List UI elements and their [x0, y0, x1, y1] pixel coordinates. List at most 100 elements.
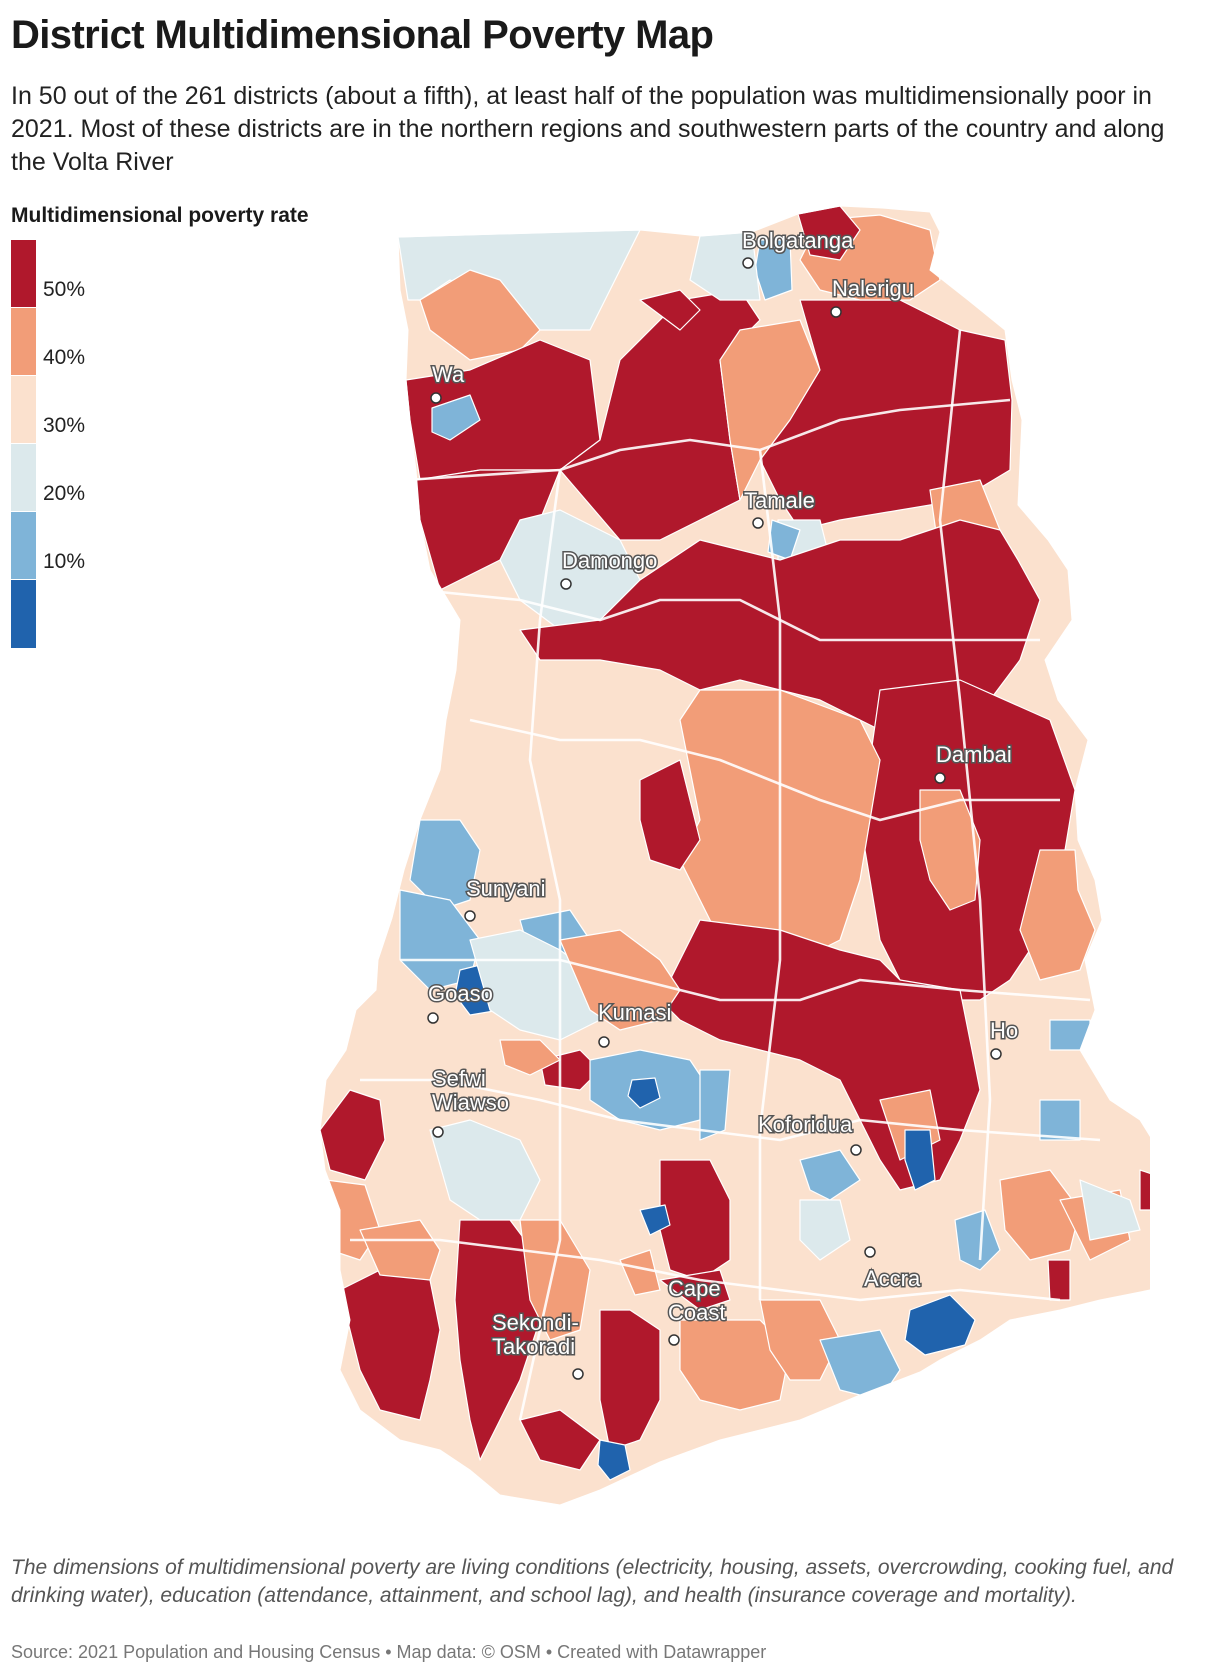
- city-dot: [752, 517, 764, 529]
- city-dot: [742, 257, 754, 269]
- footnote: The dimensions of multidimensional pover…: [11, 1556, 1174, 1607]
- region-boundary: [405, 398, 1011, 482]
- city-label: Coast: [668, 1300, 725, 1325]
- district-area: [1047, 1259, 1071, 1301]
- city-label: Kumasi: [598, 1000, 671, 1025]
- city-dot: [850, 1144, 862, 1156]
- legend-title: Multidimensional poverty rate: [11, 204, 309, 227]
- district-area: [619, 1249, 661, 1296]
- city-dot: [427, 1012, 439, 1024]
- city-marker: Tamale: [743, 487, 816, 529]
- city-label: Damongo: [562, 548, 657, 573]
- district-area: [1049, 1019, 1091, 1051]
- legend-tick-label: 40%: [43, 346, 86, 369]
- district-area: [627, 1077, 661, 1109]
- city-dot: [598, 1036, 610, 1048]
- region-boundary: [360, 1078, 1101, 1142]
- city-marker: Goaso: [427, 980, 494, 1024]
- city-dot: [464, 910, 476, 922]
- city-label: Dambai: [936, 742, 1012, 767]
- district-area: [904, 1129, 936, 1191]
- city-dot: [560, 578, 572, 590]
- city-dot: [572, 1368, 584, 1380]
- region-boundary: [469, 718, 1060, 822]
- city-marker: Bolgatanga: [741, 227, 856, 269]
- city-label: Accra: [864, 1266, 921, 1291]
- country-outline: [320, 205, 1150, 1506]
- city-marker: Nalerigu: [830, 275, 915, 318]
- city-marker: Ho: [989, 1017, 1020, 1060]
- city-label: Nalerigu: [832, 276, 914, 301]
- district-area: [597, 1439, 631, 1481]
- city-marker: Koforidua: [757, 1111, 862, 1156]
- district-area: [759, 299, 1013, 531]
- district-area: [429, 1119, 541, 1221]
- district-area: [954, 1209, 1001, 1271]
- legend-tick-label: 10%: [43, 550, 86, 573]
- legend-swatch: [11, 580, 36, 648]
- city-dot: [668, 1334, 680, 1346]
- city-marker: Accra: [863, 1246, 923, 1293]
- source-line: Source: 2021 Population and Housing Cens…: [11, 1642, 767, 1662]
- city-marker: Sekondi-Takoradi: [491, 1309, 584, 1380]
- district-area: [659, 1159, 731, 1281]
- region-boundary: [938, 329, 992, 1261]
- region-boundary: [400, 958, 1091, 1002]
- city-markers: Bolgatanga Nalerigu Wa Tamale Damongo Dambai S…: [427, 227, 1020, 1380]
- region-boundary: [758, 449, 782, 1300]
- legend-tick-label: 30%: [43, 414, 86, 437]
- district-area: [699, 1069, 731, 1141]
- city-marker: Wa: [430, 361, 466, 404]
- city-label: Wiawso: [432, 1090, 509, 1115]
- ghana-district-map: Bolgatanga Nalerigu Wa Tamale Damongo Dambai S…: [320, 205, 1150, 1506]
- district-area: [639, 1204, 671, 1236]
- district-area: [659, 1269, 731, 1311]
- district-area: [409, 819, 481, 911]
- legend-swatch: [11, 376, 36, 444]
- city-dot: [864, 1246, 876, 1258]
- district-area: [559, 929, 681, 1031]
- legend-swatch: [11, 444, 36, 512]
- city-label: Sunyani: [466, 876, 546, 901]
- legend-swatch: [11, 240, 36, 308]
- city-label: Tamale: [744, 488, 815, 513]
- city-marker: Kumasi: [597, 999, 673, 1048]
- district-area: [1079, 1179, 1141, 1241]
- city-marker: Dambai: [934, 741, 1013, 784]
- city-marker: Sunyani: [464, 875, 547, 922]
- district-area: [1139, 1169, 1150, 1211]
- district-area: [799, 1149, 861, 1201]
- region-boundary: [518, 469, 562, 1421]
- district-area: [759, 1299, 841, 1381]
- city-label: Wa: [432, 362, 465, 387]
- city-label: Cape: [668, 1276, 721, 1301]
- district-area: [499, 1039, 561, 1076]
- city-marker: Damongo: [560, 547, 659, 590]
- district-area: [799, 1199, 851, 1261]
- legend-tick-label: 20%: [43, 482, 86, 505]
- district-area: [904, 1294, 976, 1356]
- city-label: Goaso: [428, 981, 493, 1006]
- map-regions: [320, 205, 1150, 1506]
- legend-swatch: [11, 308, 36, 376]
- city-label: Takoradi: [492, 1334, 575, 1359]
- city-dot: [430, 392, 442, 404]
- city-label: Sefwi: [432, 1066, 486, 1091]
- city-label: Bolgatanga: [742, 228, 854, 253]
- district-area: [519, 1409, 601, 1471]
- legend-tick-label: 50%: [43, 278, 86, 301]
- district-area: [599, 1309, 661, 1451]
- city-dot: [990, 1048, 1002, 1060]
- district-area: [1019, 849, 1096, 981]
- legend-swatch: [11, 512, 36, 580]
- city-label: Ho: [990, 1018, 1018, 1043]
- chart-title: District Multidimensional Poverty Map: [11, 13, 714, 57]
- district-area: [1039, 1099, 1081, 1141]
- district-area: [359, 1219, 441, 1281]
- district-area: [639, 289, 701, 331]
- district-area: [431, 394, 481, 441]
- district-area: [320, 1089, 386, 1181]
- region-boundary: [350, 1238, 1061, 1302]
